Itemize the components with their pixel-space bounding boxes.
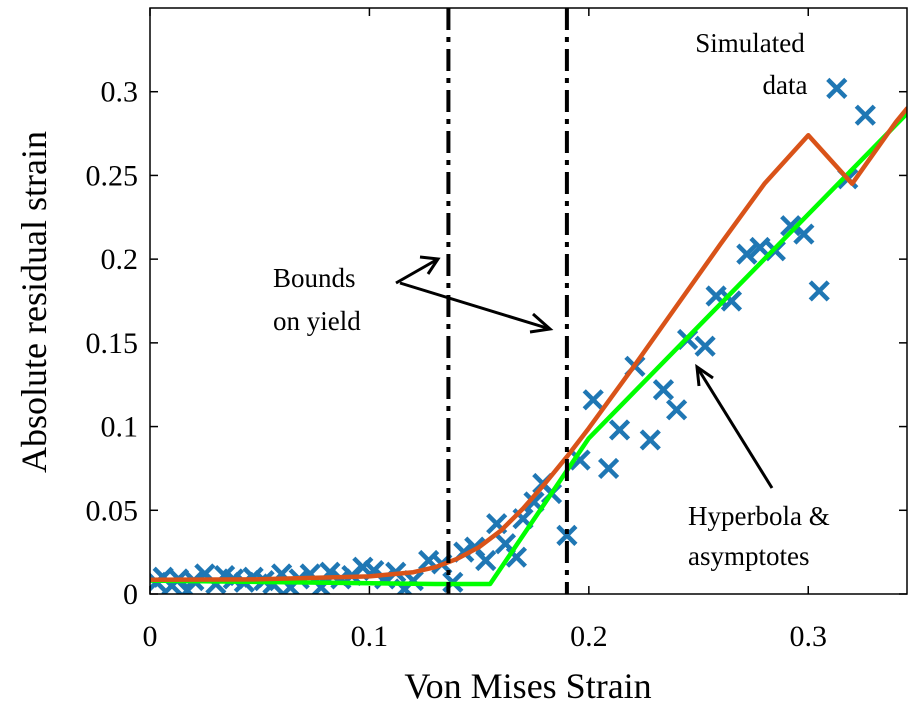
- arrow-to-curves: [695, 363, 774, 489]
- axes: 0 0.1 0.2 0.3 0 0.05 0.1 0.15 0.2 0.25 0.3: [86, 8, 907, 653]
- data-point-marker: [694, 335, 716, 357]
- x-tick-label: 0.2: [570, 620, 608, 653]
- y-tick-label: 0: [123, 578, 138, 611]
- hyperbola-fit-line: [150, 106, 907, 583]
- annotations: Simulated data Bounds on yield Hyperbola…: [273, 28, 830, 571]
- data-point-marker: [808, 280, 830, 302]
- y-tick-label: 0.25: [86, 159, 139, 192]
- data-point-marker: [176, 580, 198, 594]
- data-point-marker: [569, 449, 591, 471]
- data-point-marker: [652, 379, 675, 401]
- data-point-marker: [475, 549, 497, 572]
- annotation-simulated-data-line1: Simulated: [695, 28, 805, 58]
- data-point-marker: [608, 419, 631, 441]
- y-tick-label: 0.05: [86, 494, 139, 527]
- x-tick-label: 0.1: [351, 620, 389, 653]
- y-tick-label: 0.1: [101, 411, 139, 444]
- data-point-marker: [666, 399, 688, 421]
- plot-area-frame: [149, 7, 908, 595]
- data-point-marker: [582, 389, 604, 411]
- data-point-marker: [749, 236, 771, 259]
- plot-content: [150, 8, 907, 594]
- asymptote-line: [150, 111, 907, 587]
- data-point-marker: [556, 524, 578, 546]
- data-point-marker: [639, 429, 661, 451]
- annotation-simulated-data-line2: data: [763, 70, 808, 100]
- arrow-to-right-bound: [399, 281, 554, 334]
- data-point-marker: [736, 243, 758, 265]
- y-tick-label: 0.2: [101, 243, 139, 276]
- data-point-marker: [720, 290, 743, 312]
- annotation-bounds-line1: Bounds: [273, 263, 356, 293]
- x-tick-label: 0: [143, 620, 158, 653]
- y-tick-label: 0.15: [86, 327, 139, 360]
- x-axis-label: Von Mises Strain: [404, 666, 651, 706]
- y-tick-label: 0.3: [101, 76, 139, 109]
- data-point-marker: [597, 457, 620, 480]
- annotation-hyperbola-line1: Hyperbola &: [688, 501, 830, 531]
- data-point-marker: [854, 104, 876, 126]
- y-axis-label: Absolute residual strain: [14, 131, 54, 473]
- annotation-hyperbola-line2: asymptotes: [688, 541, 810, 571]
- data-point-marker: [826, 77, 848, 99]
- arrow-to-left-bound: [395, 255, 441, 285]
- x-tick-label: 0.3: [790, 620, 828, 653]
- annotation-bounds-line2: on yield: [273, 306, 361, 336]
- data-point-marker: [780, 215, 802, 237]
